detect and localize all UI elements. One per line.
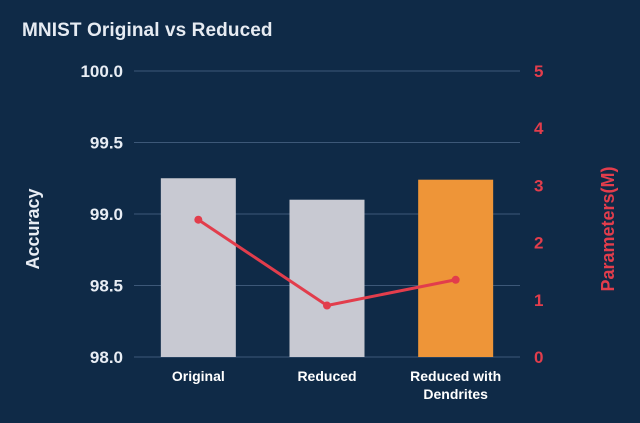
x-tick-label-line: Dendrites (423, 386, 488, 402)
right-tick-label: 4 (534, 119, 544, 138)
bar-3 (418, 179, 494, 357)
bar-1 (160, 178, 236, 357)
left-tick-label: 99.5 (90, 134, 123, 153)
bar-series (160, 178, 494, 357)
right-tick-label: 0 (534, 348, 543, 367)
line-series (194, 215, 460, 310)
line-point-1 (194, 215, 203, 224)
left-tick-label: 98.5 (90, 277, 123, 296)
right-tick-label: 1 (534, 291, 543, 310)
line-point-2 (323, 301, 331, 310)
right-tick-label: 5 (534, 62, 543, 81)
left-tick-label: 99.0 (90, 205, 123, 224)
right-axis-ticks: 0 1 2 3 4 5 (534, 62, 544, 367)
left-axis-ticks: 98.0 98.5 99.0 99.5 100.0 (80, 62, 123, 367)
x-tick-label-line: Reduced with (410, 368, 501, 384)
y-axis-label-right: Parameters(M) (598, 166, 618, 291)
left-tick-label: 98.0 (90, 348, 123, 367)
x-tick-label-line: Original (172, 368, 225, 384)
bar-2 (289, 199, 365, 357)
right-tick-label: 2 (534, 234, 543, 253)
x-tick-label: Reduced (297, 368, 356, 384)
line-point-3 (451, 275, 460, 284)
y-axis-label-left: Accuracy (23, 188, 43, 269)
left-tick-label: 100.0 (80, 62, 123, 81)
x-axis-ticks: Original Reduced Reduced with Dendrites (172, 368, 501, 402)
chart-title: MNIST Original vs Reduced (22, 20, 273, 41)
x-tick-label: Reduced with Dendrites (410, 368, 501, 402)
x-tick-label: Original (172, 368, 225, 384)
right-tick-label: 3 (534, 176, 543, 195)
x-tick-label-line: Reduced (297, 368, 356, 384)
